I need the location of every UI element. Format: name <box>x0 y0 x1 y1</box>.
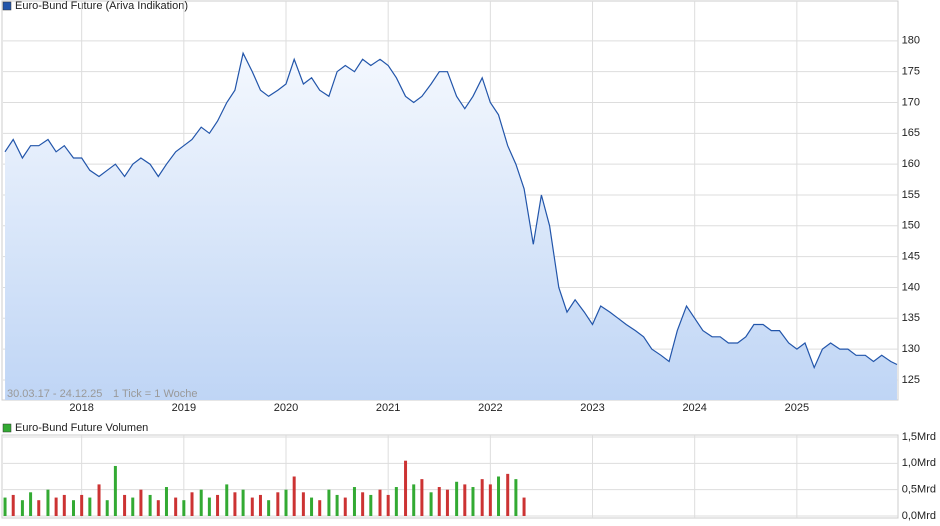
volume-bar <box>292 476 296 516</box>
volume-bar <box>216 494 220 516</box>
x-tick-label: 2024 <box>682 402 706 414</box>
date-range: 30.03.17 - 24.12.25 <box>7 388 102 400</box>
legend-swatch <box>2 423 12 433</box>
volume-bar <box>233 492 237 516</box>
volume-bar <box>190 492 194 516</box>
volume-bar <box>241 489 245 516</box>
volume-bar <box>352 487 356 516</box>
volume-bar <box>123 494 127 516</box>
volume-bar <box>199 489 203 516</box>
y-tick-label: 145 <box>902 251 920 263</box>
y-tick-label: 150 <box>902 220 920 232</box>
volume-bar <box>276 492 280 516</box>
volume-bar <box>113 465 117 516</box>
y-tick-label: 1,0Mrd <box>902 457 936 469</box>
volume-bar <box>37 500 41 516</box>
legend-label: Euro-Bund Future (Ariva Indikation) <box>15 0 188 12</box>
price-line <box>4 51 898 370</box>
volume-bar <box>310 497 314 516</box>
y-tick-label: 170 <box>902 96 920 108</box>
y-tick-label: 175 <box>902 66 920 78</box>
volume-bar <box>148 494 152 516</box>
volume-bar <box>174 497 178 516</box>
volume-bar <box>412 484 416 516</box>
volume-bar <box>46 489 50 516</box>
y-tick-label: 160 <box>902 158 920 170</box>
area <box>5 53 897 400</box>
x-tick-label: 2018 <box>69 402 93 414</box>
volume-bar <box>97 484 101 516</box>
y-tick-label: 135 <box>902 312 920 324</box>
volume-bar <box>301 492 305 516</box>
volume-bar <box>480 479 484 516</box>
legend-swatch <box>2 1 12 11</box>
tick-note: 1 Tick = 1 Woche <box>113 388 197 400</box>
volume-bar <box>284 489 288 516</box>
volume-bar <box>404 460 408 516</box>
y-tick-label: 1,5Mrd <box>902 431 936 443</box>
volume-bar <box>11 494 15 516</box>
legend-label: Euro-Bund Future Volumen <box>15 422 148 434</box>
volume-bar <box>139 489 143 516</box>
volume-bar <box>497 476 501 516</box>
volume-bar <box>378 489 382 516</box>
x-tick-label: 2021 <box>376 402 400 414</box>
volume-bar <box>369 494 373 516</box>
volume-bar <box>522 497 526 516</box>
volume-bar <box>105 500 109 516</box>
volume-bar <box>318 500 322 516</box>
volume-bar <box>335 494 339 516</box>
y-tick-label: 125 <box>902 374 920 386</box>
volume-bar <box>429 492 433 516</box>
y-tick-label: 130 <box>902 343 920 355</box>
volume-bar <box>131 497 135 516</box>
volume-bar <box>182 500 186 516</box>
volume-bar <box>471 487 475 516</box>
volume-bar <box>386 494 390 516</box>
volume-bar <box>437 487 441 516</box>
volume-bar <box>267 500 271 516</box>
volume-bar <box>54 497 58 516</box>
volume-bar <box>514 479 518 516</box>
volume-bar <box>62 494 66 516</box>
y-tick-label: 180 <box>902 35 920 47</box>
volume-bar <box>164 487 168 516</box>
volume-bar <box>445 489 449 516</box>
volume-bar <box>506 473 510 516</box>
volume-bar <box>250 497 254 516</box>
volume-bar <box>88 497 92 516</box>
volume-bar <box>463 484 467 516</box>
volume-bar <box>455 481 459 516</box>
volume-bar <box>420 479 424 516</box>
plot-frame <box>1 434 899 519</box>
volume-bar <box>361 492 365 516</box>
x-tick-label: 2025 <box>785 402 809 414</box>
y-tick-label: 140 <box>902 281 920 293</box>
volume-bar <box>71 500 75 516</box>
y-tick-label: 0,0Mrd <box>902 510 936 522</box>
x-tick-label: 2019 <box>172 402 196 414</box>
volume-bar <box>20 500 24 516</box>
volume-bar <box>343 497 347 516</box>
volume-bar <box>488 484 492 516</box>
volume-bar <box>327 489 331 516</box>
x-tick-label: 2020 <box>274 402 298 414</box>
volume-bar <box>258 494 262 516</box>
volume-bar <box>225 484 229 516</box>
x-tick-label: 2023 <box>580 402 604 414</box>
x-tick-label: 2022 <box>478 402 502 414</box>
y-tick-label: 155 <box>902 189 920 201</box>
volume-bar <box>156 500 160 516</box>
y-tick-label: 0,5Mrd <box>902 484 936 496</box>
volume-bar <box>29 492 33 516</box>
volume-bar <box>207 497 211 516</box>
y-tick-label: 165 <box>902 127 920 139</box>
volume-bar <box>394 487 398 516</box>
volume-bar <box>3 497 7 516</box>
volume-bar <box>80 494 84 516</box>
